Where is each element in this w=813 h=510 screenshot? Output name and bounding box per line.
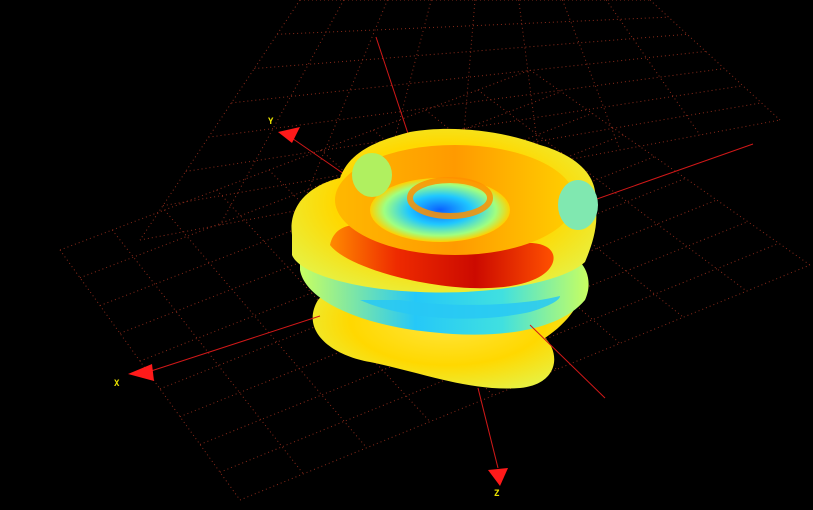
axis-arrow-z[interactable] <box>488 468 508 486</box>
grid-line <box>254 33 688 70</box>
surface-right-lobe <box>558 180 598 230</box>
grid-line <box>179 199 717 418</box>
grid-line <box>164 209 368 449</box>
surface-left-lobe <box>352 153 392 197</box>
grid-line <box>111 229 304 475</box>
grid-line <box>139 119 781 241</box>
grid-line <box>605 0 701 136</box>
grid-line <box>219 0 345 226</box>
axis-label-x: X <box>114 379 120 389</box>
grid-line <box>199 221 748 445</box>
surface-middle-band <box>300 260 589 335</box>
axis-arrow-x[interactable] <box>128 364 154 381</box>
grid-line <box>562 0 621 151</box>
front-axis-lines <box>147 315 606 469</box>
grid-line <box>649 0 781 121</box>
surface-inner-ring <box>407 177 493 219</box>
grid-line <box>208 68 725 138</box>
axis-arrows <box>128 127 508 486</box>
axis-line-x-left <box>147 315 321 373</box>
grid-line <box>139 0 301 241</box>
axis-arrow-y[interactable] <box>278 127 300 143</box>
grid-line <box>529 69 811 266</box>
axis-labels: Y X Z <box>114 117 500 499</box>
axis-line-z-lower <box>477 387 499 469</box>
surface-top-depression <box>370 178 510 242</box>
axis-label-z: Z <box>494 489 500 499</box>
surface-cyan-highlight <box>360 296 560 319</box>
3d-surface[interactable] <box>291 128 598 389</box>
grid-line <box>231 50 706 104</box>
grid-line <box>219 242 780 473</box>
axis-line-diagonal <box>529 324 606 399</box>
grid-line <box>277 16 669 35</box>
grid-line <box>59 249 241 501</box>
grid-line <box>216 189 431 423</box>
axis-label-y: Y <box>268 117 274 127</box>
